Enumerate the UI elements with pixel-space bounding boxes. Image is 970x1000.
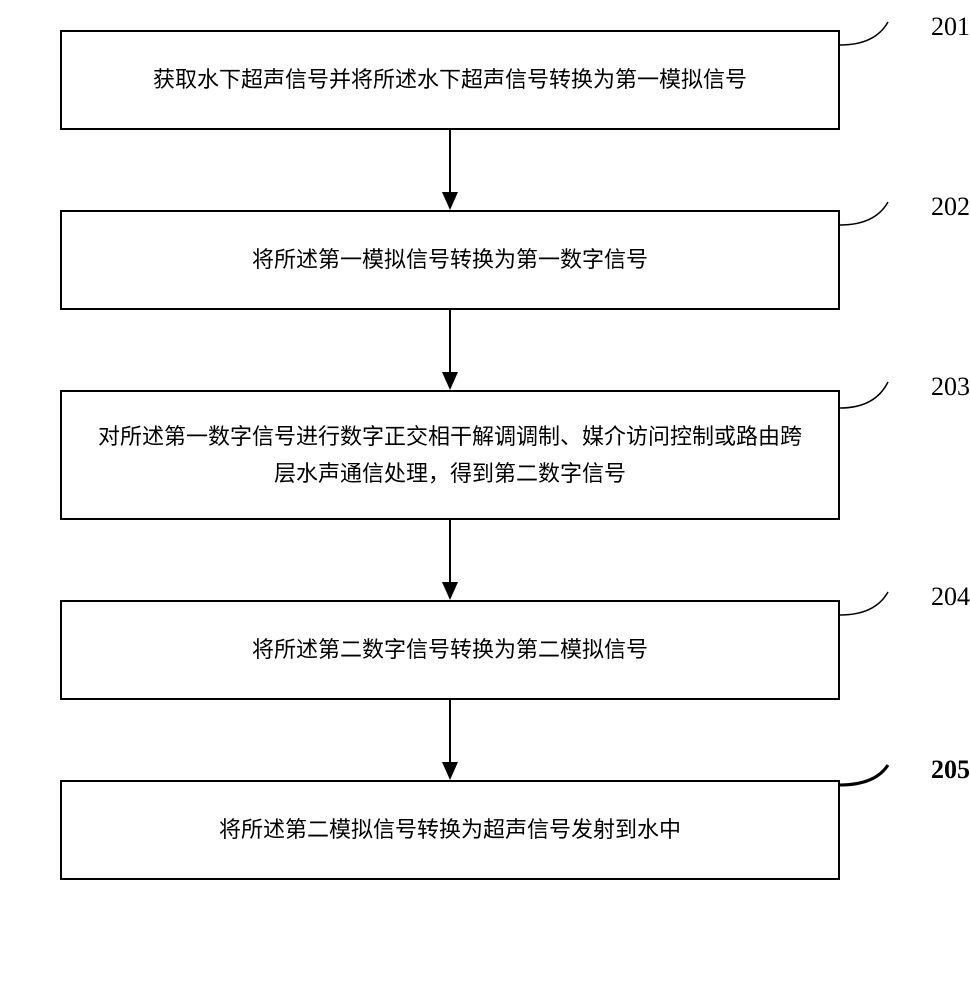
step-label: 205 xyxy=(931,755,970,785)
step-203: 对所述第一数字信号进行数字正交相干解调调制、媒介访问控制或路由跨层水声通信处理，… xyxy=(60,390,910,520)
step-box: 对所述第一数字信号进行数字正交相干解调调制、媒介访问控制或路由跨层水声通信处理，… xyxy=(60,390,840,520)
flowchart-container: 获取水下超声信号并将所述水下超声信号转换为第一模拟信号 201 将所述第一模拟信… xyxy=(60,30,910,880)
step-text: 获取水下超声信号并将所述水下超声信号转换为第一模拟信号 xyxy=(153,61,747,98)
leader-line xyxy=(840,600,920,650)
step-box: 获取水下超声信号并将所述水下超声信号转换为第一模拟信号 xyxy=(60,30,840,130)
step-label: 201 xyxy=(931,12,970,42)
step-label: 204 xyxy=(931,582,970,612)
step-label: 202 xyxy=(931,192,970,222)
step-text: 将所述第一模拟信号转换为第一数字信号 xyxy=(252,241,648,278)
arrow xyxy=(60,130,840,210)
leader-line xyxy=(840,390,920,440)
step-text: 将所述第二数字信号转换为第二模拟信号 xyxy=(252,631,648,668)
step-202: 将所述第一模拟信号转换为第一数字信号 202 xyxy=(60,210,910,310)
step-text: 对所述第一数字信号进行数字正交相干解调调制、媒介访问控制或路由跨层水声通信处理，… xyxy=(92,418,808,493)
arrow xyxy=(60,520,840,600)
arrow xyxy=(60,700,840,780)
step-box: 将所述第二模拟信号转换为超声信号发射到水中 xyxy=(60,780,840,880)
step-box: 将所述第二数字信号转换为第二模拟信号 xyxy=(60,600,840,700)
step-box: 将所述第一模拟信号转换为第一数字信号 xyxy=(60,210,840,310)
step-text: 将所述第二模拟信号转换为超声信号发射到水中 xyxy=(219,811,681,848)
step-204: 将所述第二数字信号转换为第二模拟信号 204 xyxy=(60,600,910,700)
leader-line xyxy=(840,775,920,825)
arrow xyxy=(60,310,840,390)
step-label: 203 xyxy=(931,372,970,402)
step-205: 将所述第二模拟信号转换为超声信号发射到水中 205 xyxy=(60,780,910,880)
leader-line xyxy=(840,30,920,80)
step-201: 获取水下超声信号并将所述水下超声信号转换为第一模拟信号 201 xyxy=(60,30,910,130)
leader-line xyxy=(840,210,920,260)
